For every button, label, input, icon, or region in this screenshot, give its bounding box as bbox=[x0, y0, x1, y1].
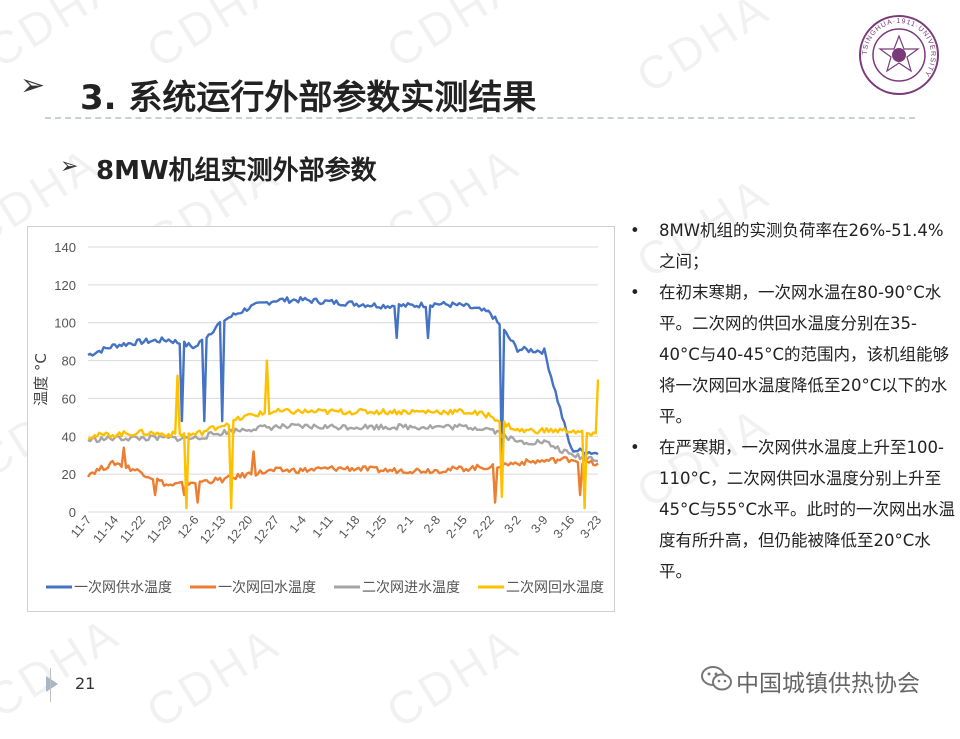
legend-label: 二次网回水温度 bbox=[506, 580, 604, 596]
x-tick-label: 1-11 bbox=[310, 513, 336, 540]
legend-label: 二次网进水温度 bbox=[362, 580, 460, 596]
y-tick-label: 100 bbox=[54, 316, 76, 331]
y-tick-label: 20 bbox=[62, 467, 76, 482]
wechat-icon bbox=[701, 666, 732, 691]
x-tick-label: 11-29 bbox=[144, 513, 175, 546]
bullet-text: 8MW机组的实测负荷率在26%-51.4%之间； bbox=[659, 221, 944, 271]
bullet-marker: • bbox=[630, 438, 640, 457]
x-tick-label: 2-8 bbox=[421, 513, 443, 536]
x-tick-label: 3-9 bbox=[528, 513, 550, 536]
bullet-marker: • bbox=[630, 283, 640, 302]
page-number: 21 bbox=[75, 674, 96, 693]
title-arrow-icon: ➢ bbox=[20, 68, 46, 103]
footer-arrow-icon bbox=[46, 676, 58, 692]
footer-divider bbox=[50, 668, 51, 702]
x-tick-label: 1-4 bbox=[287, 513, 309, 536]
x-tick-label: 1-18 bbox=[336, 513, 363, 541]
slide-subtitle: 8MW机组实测外部参数 bbox=[96, 156, 377, 186]
watermark: CDHA bbox=[137, 0, 290, 78]
x-tick-label: 2-15 bbox=[443, 513, 470, 541]
x-tick-label: 2-22 bbox=[470, 513, 497, 541]
x-tick-label: 11-22 bbox=[117, 513, 148, 546]
x-tick-label: 1-25 bbox=[363, 513, 390, 541]
y-axis-label: 温度 °C bbox=[32, 353, 50, 406]
slide-title: 3. 系统运行外部参数实测结果 bbox=[80, 78, 537, 118]
y-tick-label: 140 bbox=[54, 240, 76, 255]
legend-label: 一次网回水温度 bbox=[218, 580, 316, 596]
y-tick-label: 60 bbox=[62, 391, 76, 406]
y-tick-label: 0 bbox=[69, 505, 76, 520]
y-tick-label: 120 bbox=[54, 278, 76, 293]
x-tick-label: 12-20 bbox=[224, 513, 255, 547]
series-line bbox=[87, 422, 599, 463]
x-tick-label: 12-13 bbox=[197, 513, 228, 547]
watermark: CDHA bbox=[0, 0, 130, 78]
series-line bbox=[87, 446, 599, 504]
title-divider bbox=[45, 117, 915, 119]
x-tick-label: 12-27 bbox=[251, 513, 282, 547]
x-tick-label: 3-23 bbox=[577, 513, 604, 541]
x-tick-label: 3-16 bbox=[551, 513, 578, 541]
bullet-item: • 在严寒期，一次网供水温度上升至100-110°C，二次网供回水温度分别上升至4… bbox=[622, 432, 957, 587]
y-tick-label: 80 bbox=[62, 354, 76, 369]
y-tick-label: 40 bbox=[62, 429, 76, 444]
university-seal-logo: TSINGHUA·1911·UNIVERSITY bbox=[859, 15, 939, 95]
series-line bbox=[87, 359, 600, 510]
bullet-item: • 在初末寒期，一次网水温在80-90°C水平。二次网的供回水温度分别在35-40… bbox=[622, 277, 957, 432]
bullet-list: • 8MW机组的实测负荷率在26%-51.4%之间； • 在初末寒期，一次网水温在8… bbox=[622, 215, 957, 587]
watermark: CDHA bbox=[627, 0, 780, 103]
footer-organization: 中国城镇供热协会 bbox=[736, 671, 920, 697]
bullet-item: • 8MW机组的实测负荷率在26%-51.4%之间； bbox=[622, 215, 957, 277]
bullet-marker: • bbox=[630, 221, 640, 240]
watermark: CDHA bbox=[377, 616, 530, 738]
x-tick-label: 3-2 bbox=[501, 513, 523, 536]
watermark: CDHA bbox=[0, 606, 130, 728]
bullet-text: 在严寒期，一次网供水温度上升至100-110°C，二次网供回水温度分别上升至45… bbox=[659, 438, 956, 581]
x-tick-label: 11-14 bbox=[90, 513, 121, 546]
watermark: CDHA bbox=[137, 616, 290, 738]
subtitle-arrow-icon: ➢ bbox=[60, 154, 79, 179]
x-tick-label: 2-1 bbox=[394, 513, 416, 536]
bullet-text: 在初末寒期，一次网水温在80-90°C水平。二次网的供回水温度分别在35-40°… bbox=[659, 283, 949, 426]
temperature-line-chart: 0 20 40 60 80 100 120 140 温度 °C 11-7 11-14 11-22 11-… bbox=[27, 226, 615, 612]
watermark: CDHA bbox=[377, 0, 530, 78]
legend-label: 一次网供水温度 bbox=[74, 580, 172, 596]
series-line bbox=[87, 295, 599, 466]
